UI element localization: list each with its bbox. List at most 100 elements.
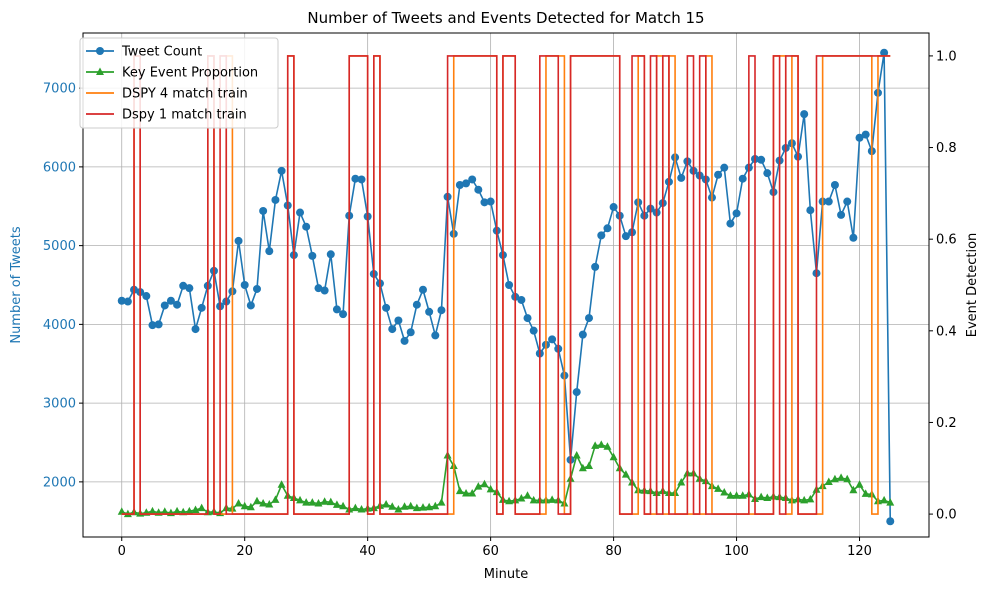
- key-event-point: [234, 499, 243, 507]
- key-event-point: [603, 442, 612, 450]
- key-event-point: [388, 502, 397, 510]
- key-event-point: [732, 491, 741, 499]
- tweet-count-point: [166, 296, 175, 305]
- y-axis-left-label: Number of Tweets: [9, 226, 24, 344]
- tweet-count-point: [406, 328, 415, 337]
- legend-label: DSPY 4 match train: [122, 87, 248, 102]
- key-event-point: [455, 486, 464, 495]
- tweet-count-point: [277, 166, 286, 175]
- legend-entry: Key Event Proportion: [86, 66, 258, 81]
- key-event-point: [886, 498, 895, 506]
- tweet-count-point: [117, 296, 126, 305]
- tweet-count-point: [523, 314, 532, 323]
- tweet-count-point: [486, 197, 495, 206]
- tweet-count-point: [388, 325, 397, 334]
- key-event-point: [271, 495, 280, 503]
- key-event-point: [418, 503, 427, 511]
- key-event-point: [357, 505, 366, 513]
- tweet-count-point: [148, 321, 157, 330]
- key-event-point: [738, 491, 747, 499]
- x-tick-label: 100: [724, 544, 749, 559]
- key-event-point: [332, 500, 341, 508]
- key-event-point: [480, 479, 489, 488]
- tweet-count-point: [142, 292, 151, 301]
- key-event-point: [431, 501, 440, 510]
- y-right-tick-label: 1.0: [936, 49, 957, 64]
- key-event-point: [855, 480, 864, 488]
- key-event-point: [326, 497, 335, 506]
- tweet-count-point: [302, 222, 311, 231]
- key-event-point: [314, 499, 323, 507]
- tweet-count-point: [603, 224, 612, 233]
- tweet-count-point: [400, 336, 409, 345]
- tweet-count-point: [382, 303, 391, 312]
- x-tick-label: 20: [236, 544, 253, 559]
- legend-label: Tweet Count: [121, 45, 202, 60]
- y-left-tick-label: 5000: [43, 239, 76, 254]
- key-event-point: [548, 495, 557, 503]
- key-event-point: [468, 488, 477, 497]
- key-event-point: [529, 495, 538, 504]
- tweet-count-point: [296, 208, 305, 217]
- key-event-point: [382, 499, 391, 508]
- tweet-count-point: [271, 195, 280, 204]
- key-event-point: [148, 506, 157, 515]
- key-event-point: [726, 491, 735, 499]
- key-event-point: [880, 495, 889, 504]
- tweet-count-point: [720, 163, 729, 172]
- tweet-count-point: [314, 284, 323, 293]
- grid-lines: [83, 33, 929, 537]
- y-right-tick-label: 0.2: [936, 416, 957, 431]
- legend-marker: [96, 67, 104, 75]
- x-axis-label: Minute: [484, 567, 528, 582]
- key-event-point: [296, 495, 305, 504]
- tweet-count-point: [621, 232, 630, 241]
- plot-frame: [82, 32, 930, 538]
- tweet-count-point: [824, 197, 833, 206]
- series-tweet-count: [117, 48, 895, 526]
- tweet-count-point: [431, 331, 440, 340]
- key-event-point: [462, 488, 471, 497]
- tweet-count-point: [585, 314, 594, 323]
- y-left-tick-label: 2000: [43, 475, 76, 490]
- key-event-point: [302, 498, 311, 506]
- key-event-point: [406, 501, 415, 510]
- tweet-count-point: [548, 335, 557, 344]
- y-right-tick-label: 0.0: [936, 508, 957, 523]
- key-event-point: [351, 503, 360, 512]
- key-event-point: [252, 496, 261, 505]
- key-event-point: [394, 505, 403, 513]
- legend-entry: Tweet Count: [86, 45, 202, 60]
- key-event-point: [597, 440, 606, 448]
- chart-title: Number of Tweets and Events Detected for…: [307, 9, 704, 27]
- tweet-count-point: [505, 281, 514, 289]
- tweet-count-point: [437, 306, 446, 315]
- legend-label: Key Event Proportion: [122, 66, 258, 81]
- tweet-count-point: [849, 233, 858, 242]
- tweet-count-point: [757, 155, 766, 164]
- legend: Tweet Count Key Event Proportion DSPY 4 ma…: [79, 37, 279, 129]
- tweet-count-point: [738, 174, 747, 183]
- key-event-point: [486, 484, 495, 493]
- tweet-count-point: [763, 169, 772, 178]
- tweet-count-point: [259, 206, 268, 215]
- key-event-point: [763, 493, 772, 502]
- tweet-count-point: [173, 300, 182, 309]
- tweet-count-point: [234, 236, 243, 245]
- tweet-count-point: [480, 198, 489, 207]
- tweet-count-point: [197, 303, 206, 312]
- tweet-count-point: [732, 209, 741, 218]
- key-event-point: [308, 498, 317, 506]
- legend-marker: [96, 47, 104, 55]
- tweet-count-point: [339, 310, 348, 319]
- tweet-count-point: [517, 295, 526, 304]
- tweet-count-point: [154, 320, 163, 329]
- tweet-count-point: [326, 250, 335, 259]
- tweet-count-point: [191, 325, 200, 334]
- tweet-count-point: [861, 130, 870, 139]
- key-event-point: [523, 491, 532, 499]
- key-event-point: [259, 499, 268, 507]
- legend-label: Dspy 1 match train: [122, 108, 247, 123]
- x-tick-label: 80: [605, 544, 622, 559]
- tweet-count-point: [332, 305, 341, 314]
